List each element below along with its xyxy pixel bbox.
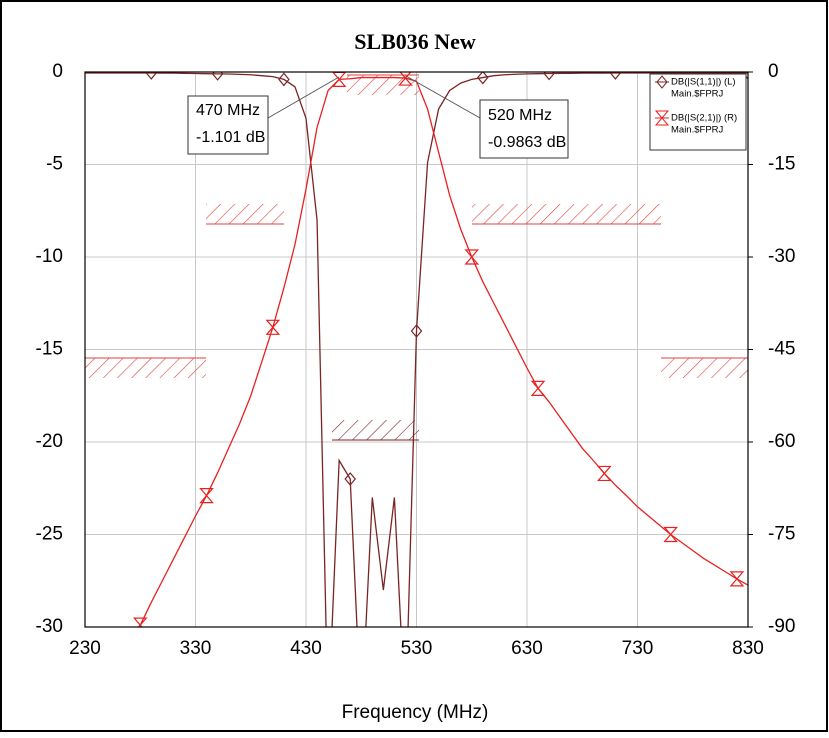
mask xyxy=(85,358,206,378)
chart-title: SLB036 New xyxy=(354,29,476,54)
point-marker xyxy=(132,617,148,627)
y-tick-label: -5 xyxy=(46,154,63,175)
y-tick-label: 0 xyxy=(52,61,63,82)
y2-tick-label: -45 xyxy=(768,339,795,360)
point-marker xyxy=(609,72,622,80)
point-marker xyxy=(543,72,555,81)
x-tick-label: 530 xyxy=(401,638,433,659)
x-tick-label: 730 xyxy=(622,638,654,659)
x-axis-label: Frequency (MHz) xyxy=(342,702,489,723)
mask xyxy=(347,75,419,95)
y2-tick-label: -30 xyxy=(768,246,795,267)
y-tick-label: -25 xyxy=(36,524,63,545)
point-marker xyxy=(530,380,546,396)
point-marker xyxy=(211,72,224,81)
mask xyxy=(661,358,748,378)
point-marker xyxy=(477,72,489,85)
y2-tick-label: -75 xyxy=(768,524,795,545)
point-marker xyxy=(199,488,214,504)
annotation-text: -0.9863 dB xyxy=(488,134,566,151)
annotation-box xyxy=(479,99,569,159)
y-tick-label: -10 xyxy=(36,246,63,267)
legend-source: Main.$FPRJ xyxy=(671,89,724,100)
x-tick-label: 330 xyxy=(180,638,212,659)
point-marker xyxy=(410,324,423,338)
x-tick-label: 230 xyxy=(69,638,101,659)
point-marker xyxy=(278,72,290,87)
point-marker xyxy=(663,526,678,543)
legend-label: DB(|S(1,1)|) (L) xyxy=(671,77,736,88)
leader xyxy=(405,75,481,119)
y-tick-label: -15 xyxy=(36,339,63,360)
annotation-text: 470 MHz xyxy=(196,102,260,119)
mask xyxy=(332,420,419,440)
y-tick-label: -30 xyxy=(36,616,63,637)
point-marker xyxy=(597,465,612,482)
leader xyxy=(267,76,340,119)
y2-tick-label: 0 xyxy=(768,61,779,82)
legend-label: DB(|S(2,1)|) (R) xyxy=(671,113,737,124)
annotation-text: -1.101 dB xyxy=(196,129,265,146)
y-tick-label: -20 xyxy=(36,431,63,452)
y2-tick-label: -90 xyxy=(768,616,795,637)
point-marker xyxy=(265,319,281,335)
mask xyxy=(206,204,284,224)
x-tick-label: 830 xyxy=(732,638,764,659)
x-tick-label: 430 xyxy=(290,638,322,659)
point-marker xyxy=(344,472,356,486)
x-tick-label: 630 xyxy=(511,638,543,659)
legend-marker xyxy=(656,75,668,89)
point-marker xyxy=(729,571,745,587)
legend-source: Main.$FPRJ xyxy=(671,125,724,136)
y2-tick-label: -15 xyxy=(768,154,795,175)
legend-box xyxy=(649,73,747,151)
series-line xyxy=(85,72,748,627)
annotation-box xyxy=(187,95,269,155)
spec-masks xyxy=(85,74,748,441)
series-line xyxy=(138,76,748,627)
y2-tick-label: -60 xyxy=(768,431,795,452)
point-marker xyxy=(464,249,480,265)
annotations: 470 MHz -1.101 dB 520 MHz -0.9863 dB xyxy=(187,75,569,159)
legend-marker xyxy=(654,110,670,126)
point-marker xyxy=(145,72,158,80)
annotation-text: 520 MHz xyxy=(488,107,552,124)
mask xyxy=(472,204,661,224)
point-marker xyxy=(398,72,413,86)
